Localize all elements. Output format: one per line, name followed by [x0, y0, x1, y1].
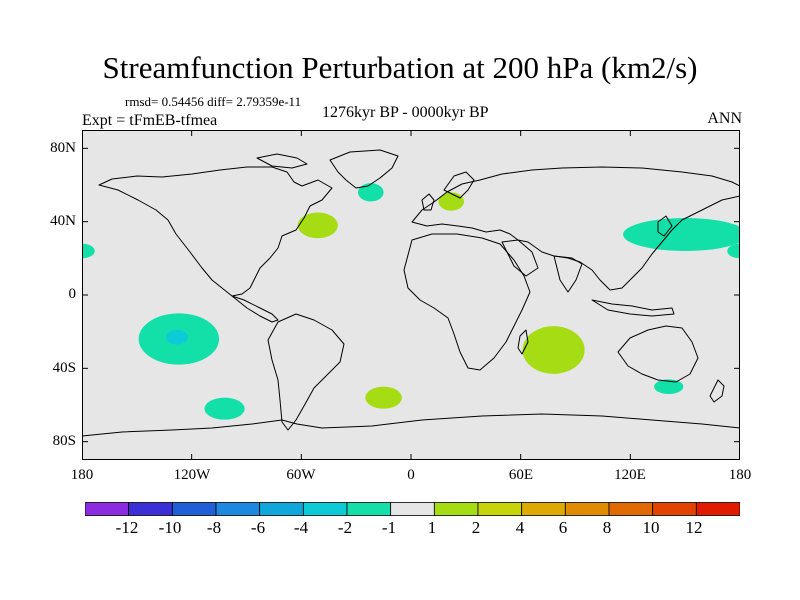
western-atlantic-anomaly	[297, 212, 338, 239]
pacific-south-core-anomaly	[166, 329, 189, 345]
colorbar-label-8: 8	[602, 518, 612, 537]
east-asia-anomaly	[623, 218, 740, 251]
colorbar-label-12: 12	[685, 518, 703, 537]
colorbar-label-4: 4	[515, 518, 525, 537]
coast-arabia	[501, 239, 539, 277]
dateline-anomaly	[82, 243, 95, 259]
colorbar-label-10: 10	[642, 518, 660, 537]
lon-tick-180e: 180	[728, 467, 752, 483]
dateline-anomaly-wrap	[727, 243, 740, 259]
colorbar-box	[564, 502, 610, 516]
coast-north-america	[98, 166, 333, 297]
coast-south-america	[267, 313, 345, 431]
south-australia-anomaly	[654, 379, 684, 394]
lat-tick-40n: 40N	[50, 213, 76, 229]
colorbar-label-6: 6	[558, 518, 568, 537]
lon-tick-180w: 180	[70, 467, 94, 483]
plot-title: Streamfunction Perturbation at 200 hPa (…	[102, 50, 698, 85]
colorbar-box	[171, 502, 217, 516]
colorbar-label-m12: -12	[115, 518, 139, 537]
coast-madagascar	[517, 329, 529, 355]
colorbar-box	[346, 502, 392, 516]
coast-indonesia	[591, 299, 675, 317]
coast-japan	[657, 215, 673, 237]
lat-tick-40s: 40S	[52, 360, 76, 376]
colorbar-label-m8: -8	[206, 518, 222, 537]
lat-tick-0: 0	[68, 286, 77, 302]
anomaly-layer	[82, 183, 740, 420]
south-pacific-high-lat-anomaly	[204, 397, 245, 420]
coast-india	[553, 255, 583, 293]
colorbar-label-m2: -2	[337, 518, 353, 537]
coast-scandinavia	[443, 171, 475, 199]
coast-africa	[403, 233, 531, 371]
colorbar	[85, 502, 740, 516]
coast-arctic-islands	[256, 153, 308, 169]
coast-antarctica	[82, 413, 740, 437]
colorbar-box	[521, 502, 566, 516]
colorbar-label-m6: -6	[250, 518, 266, 537]
north-atlantic-anomaly	[357, 183, 384, 202]
colorbar-box	[128, 502, 173, 516]
experiment-text: Expt = tFmEB-tfmea	[82, 112, 218, 129]
colorbar-box	[390, 502, 435, 516]
colorbar-box	[85, 502, 130, 516]
indian-ocean-anomaly	[522, 326, 585, 374]
period-text: 1276kyr BP - 0000kyr BP	[322, 104, 489, 121]
coast-new-zealand	[709, 379, 725, 403]
coast-central-america	[231, 295, 279, 323]
coastlines	[82, 149, 740, 437]
colorbar-box	[608, 502, 654, 516]
coast-greenland	[329, 149, 399, 189]
colorbar-label-m10: -10	[158, 518, 182, 537]
coast-australia	[617, 325, 699, 383]
colorbar-box	[215, 502, 261, 516]
map-panel	[82, 130, 740, 460]
lon-tick-0: 0	[407, 467, 415, 483]
colorbar-label-1: 1	[427, 518, 437, 537]
lat-tick-marks	[82, 147, 740, 443]
colorbar-box	[652, 502, 697, 516]
colorbar-box	[433, 502, 479, 516]
lon-tick-120w: 120W	[173, 467, 211, 483]
lat-tick-80n: 80N	[50, 140, 76, 156]
colorbar-label-m4: -4	[293, 518, 309, 537]
lon-tick-60w: 60W	[286, 467, 316, 483]
colorbar-box	[259, 502, 304, 516]
lon-tick-60e: 60E	[508, 467, 534, 483]
coast-british-isles	[421, 193, 435, 211]
colorbar-box	[302, 502, 348, 516]
colorbar-label-m1: -1	[381, 518, 397, 537]
colorbar-box	[695, 502, 740, 516]
colorbar-box	[477, 502, 523, 516]
south-atlantic-anomaly	[365, 386, 402, 409]
stats-text: rmsd= 0.54456 diff= 2.79359e-11	[125, 94, 302, 109]
lat-tick-80s: 80S	[52, 433, 76, 449]
lon-tick-marks	[82, 130, 740, 460]
lon-tick-120e: 120E	[614, 467, 646, 483]
season-text: ANN	[707, 110, 742, 127]
map-background	[82, 130, 740, 460]
coast-eurasia	[411, 166, 740, 291]
colorbar-label-2: 2	[471, 518, 481, 537]
